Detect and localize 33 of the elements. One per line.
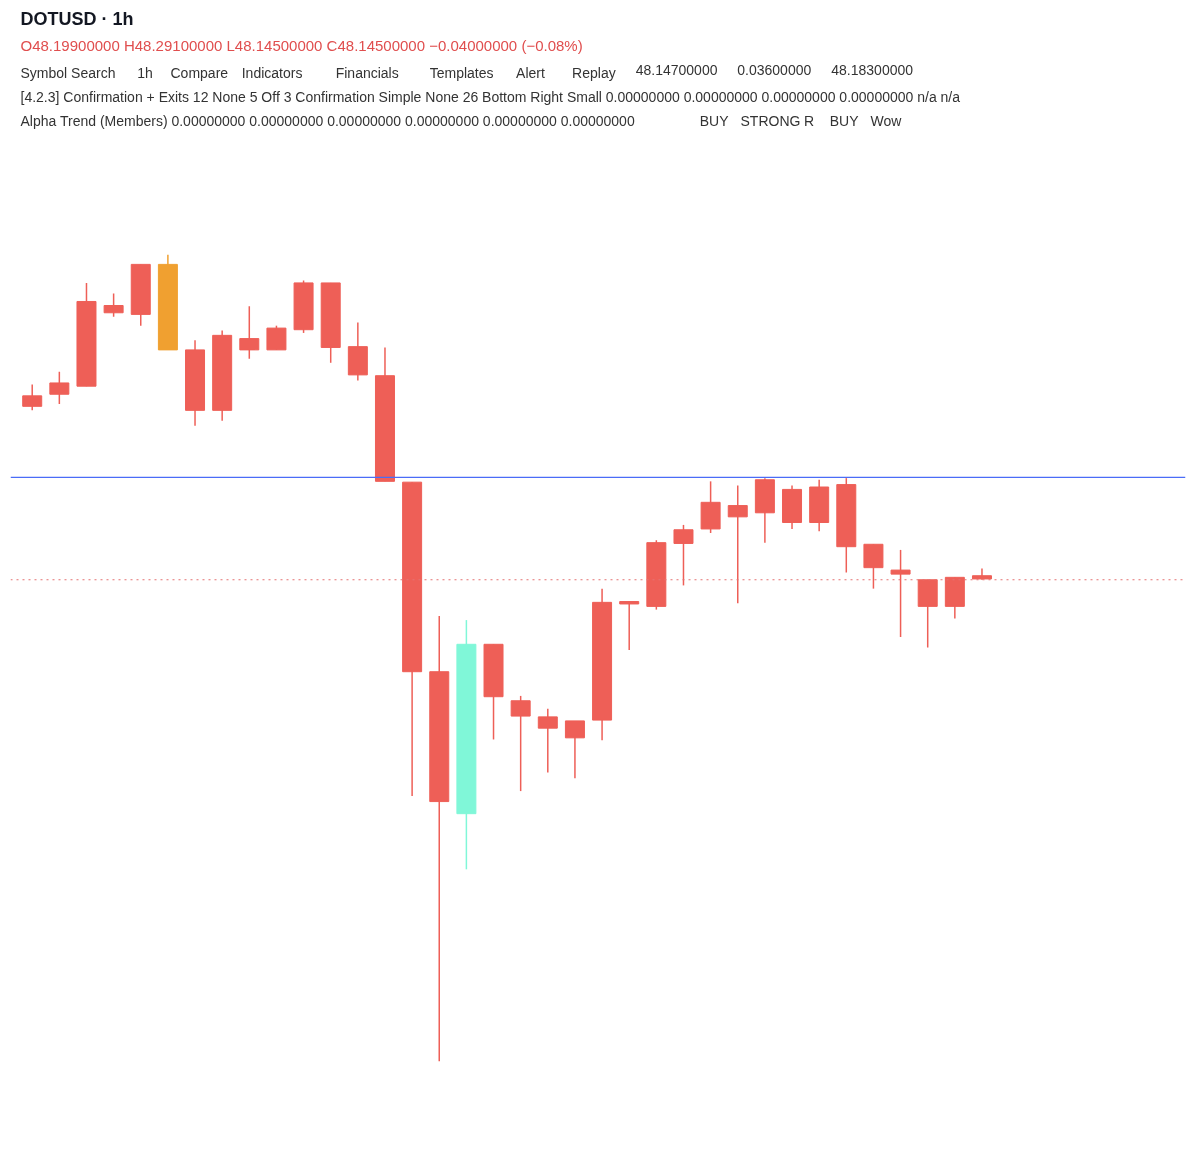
text: Wow bbox=[870, 112, 903, 129]
candlestick bbox=[49, 370, 70, 405]
text: Alert bbox=[516, 64, 545, 81]
text: R bbox=[804, 112, 815, 129]
text: Symbol Search bbox=[20, 64, 116, 81]
text: Alpha Trend (Members) 0.00000000 0.00000000 0.00000000 0.00000000 0.00000000 0.00000000 bbox=[20, 112, 635, 129]
text: Templates bbox=[429, 64, 494, 81]
text: Replay bbox=[572, 64, 616, 81]
text: [4.2.3] Confirmation + Exits 12 None 5 Off 3 Confirmation Simple None 26 Bottom Right Small 0.00000000 0.00000000 0.00000000 0.00000000 n/a n/a bbox=[20, 88, 961, 105]
candlestick bbox=[239, 305, 260, 360]
candlestick bbox=[619, 600, 640, 651]
text: Indicators bbox=[241, 64, 303, 81]
text: 48.18300000 bbox=[831, 61, 914, 78]
text: 1h bbox=[137, 64, 153, 81]
text: Compare bbox=[170, 64, 229, 81]
chart-subtitle: O48.19900000 H48.29100000 L48.14500000 C48.14500000 −0.04000000 (−0.08%) bbox=[20, 36, 583, 54]
candlestick bbox=[537, 708, 558, 774]
chart-title: DOTUSD · 1h bbox=[20, 8, 134, 29]
text: 48.14700000 bbox=[635, 61, 718, 78]
candlestick bbox=[266, 324, 287, 351]
text: BUY bbox=[699, 112, 730, 129]
candlestick bbox=[727, 484, 748, 604]
text: STRONG bbox=[740, 112, 801, 129]
candlestick bbox=[22, 383, 43, 412]
candlestick bbox=[890, 549, 911, 638]
candlestick bbox=[510, 695, 531, 792]
text: 0.03600000 bbox=[737, 61, 812, 78]
candlestick bbox=[863, 543, 884, 590]
candlestick bbox=[673, 524, 694, 587]
candlestick bbox=[564, 720, 585, 779]
text: BUY bbox=[829, 112, 860, 129]
candlestick bbox=[103, 292, 124, 318]
text: Financials bbox=[335, 64, 399, 81]
